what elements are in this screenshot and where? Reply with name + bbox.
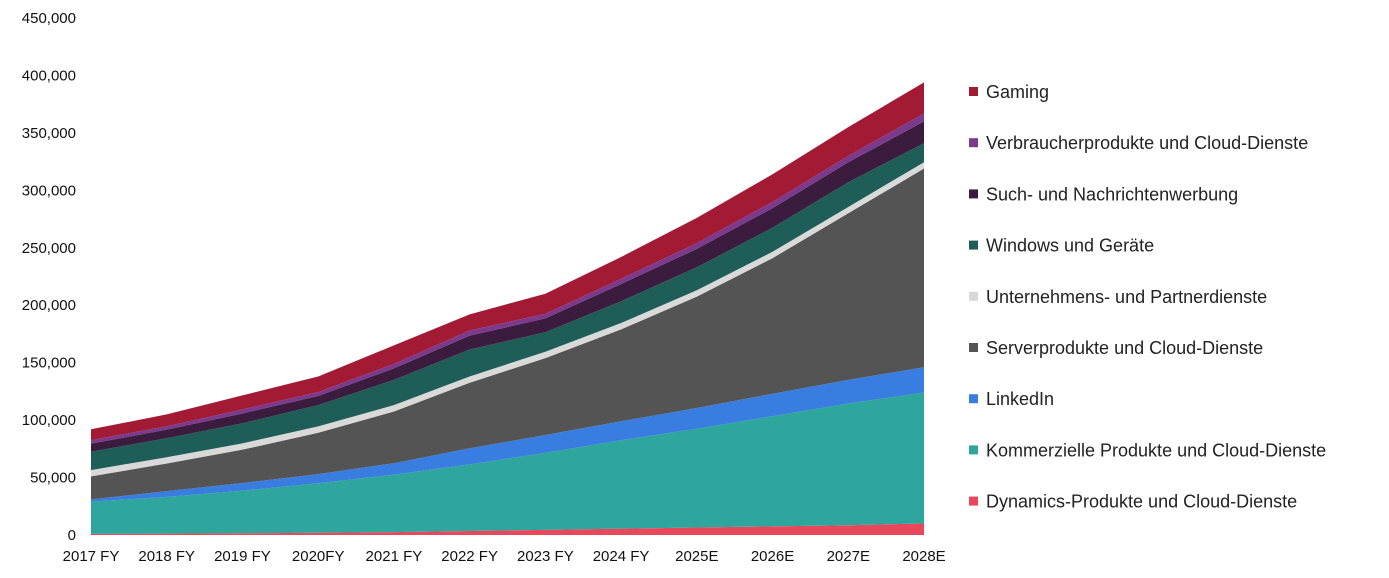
x-tick-label: 2027E — [827, 548, 870, 565]
x-tick-label: 2021 FY — [366, 548, 423, 565]
legend-label: Dynamics-Produkte und Cloud-Dienste — [986, 492, 1297, 512]
legend-label: LinkedIn — [986, 389, 1054, 409]
x-tick-label: 2026E — [751, 548, 794, 565]
legend-item: Gaming — [969, 82, 1049, 102]
y-tick-label: 100,000 — [22, 412, 76, 429]
legend-swatch — [969, 291, 978, 301]
legend-swatch — [969, 138, 978, 148]
legend-swatch — [969, 189, 978, 199]
area-serverprodukte-und-cloud-dienste — [91, 168, 924, 500]
x-tick-label: 2028E — [902, 548, 945, 565]
legend-label: Such- und Nachrichtenwerbung — [986, 184, 1238, 204]
legend-label: Serverprodukte und Cloud-Dienste — [986, 338, 1263, 358]
y-tick-label: 450,000 — [22, 10, 76, 27]
legend-swatch — [969, 496, 978, 506]
legend-swatch — [969, 445, 978, 455]
y-tick-label: 400,000 — [22, 67, 76, 84]
legend-item: Verbraucherprodukte und Cloud-Dienste — [969, 133, 1308, 153]
legend-swatch — [969, 87, 978, 96]
legend-item: Such- und Nachrichtenwerbung — [969, 184, 1238, 204]
legend-item: Kommerzielle Produkte und Cloud-Dienste — [969, 440, 1326, 460]
legend-swatch — [969, 394, 978, 404]
legend-label: Unternehmens- und Partnerdienste — [986, 287, 1267, 307]
y-tick-label: 50,000 — [30, 470, 76, 487]
legend: Gaming Verbraucherprodukte und Cloud-Dien… — [969, 82, 1326, 512]
legend-label: Kommerzielle Produkte und Cloud-Dienste — [986, 440, 1326, 460]
area-windows-und-geräte — [91, 143, 924, 471]
y-tick-label: 250,000 — [22, 240, 76, 257]
legend-item: LinkedIn — [969, 389, 1054, 409]
legend-label: Gaming — [986, 82, 1049, 102]
legend-item: Unternehmens- und Partnerdienste — [969, 287, 1267, 307]
x-tick-label: 2017 FY — [63, 548, 120, 565]
x-tick-label: 2022 FY — [441, 548, 498, 565]
area-dynamics-produkte-und-cloud-dienste — [91, 523, 924, 535]
legend-item: Serverprodukte und Cloud-Dienste — [969, 338, 1263, 358]
y-tick-label: 350,000 — [22, 125, 76, 142]
x-tick-label: 2024 FY — [593, 548, 650, 565]
x-tick-label: 2025E — [675, 548, 718, 565]
area-layers — [91, 82, 924, 535]
legend-item: Windows und Geräte — [969, 236, 1154, 256]
legend-swatch — [969, 240, 978, 250]
x-tick-label: 2023 FY — [517, 548, 574, 565]
y-tick-label: 300,000 — [22, 182, 76, 199]
area-kommerzielle-produkte-und-cloud-dienste — [91, 392, 924, 534]
x-tick-label: 2018 FY — [138, 548, 195, 565]
legend-swatch — [969, 343, 978, 352]
x-tick-label: 2020FY — [292, 548, 345, 565]
y-tick-label: 150,000 — [22, 355, 76, 372]
legend-label: Verbraucherprodukte und Cloud-Dienste — [986, 133, 1308, 153]
y-tick-label: 0 — [68, 527, 76, 544]
y-tick-label: 200,000 — [22, 297, 76, 314]
x-tick-label: 2019 FY — [214, 548, 271, 565]
x-axis: 2017 FY 2018 FY 2019 FY 2020FY 2021 FY 2022 F… — [63, 548, 946, 565]
legend-item: Dynamics-Produkte und Cloud-Dienste — [969, 492, 1297, 512]
legend-label: Windows und Geräte — [986, 236, 1154, 256]
y-axis: 0 50,000 100,000 150,000 200,000 250,000 300,0… — [22, 10, 76, 544]
